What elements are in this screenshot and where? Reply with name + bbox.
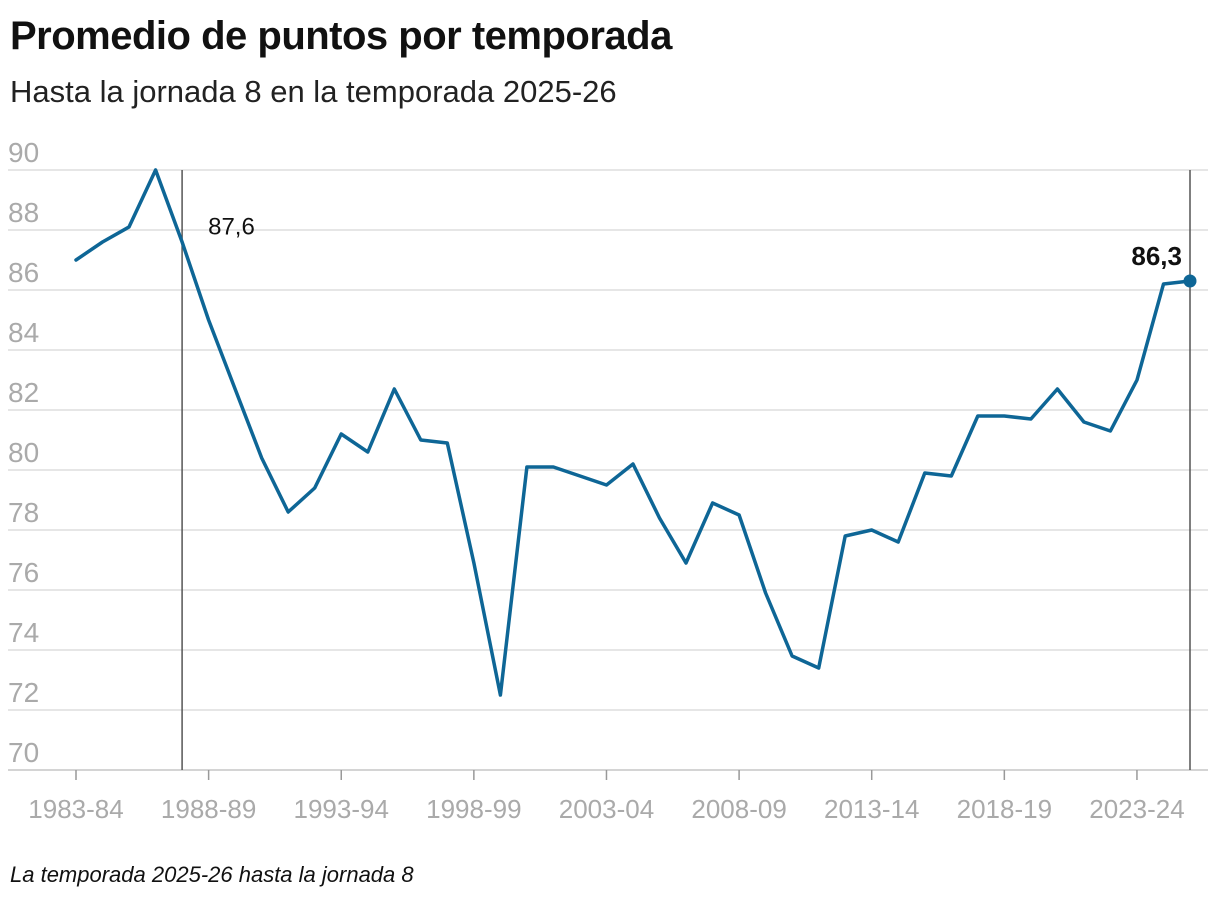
y-tick-label: 82 (8, 377, 39, 408)
y-tick-label: 78 (8, 497, 39, 528)
chart-title: Promedio de puntos por temporada (10, 14, 672, 58)
x-tick-label: 2013-14 (824, 794, 919, 824)
x-tick-label: 2003-04 (559, 794, 654, 824)
annotation-label: 87,6 (208, 214, 255, 241)
last-data-point (1183, 274, 1197, 288)
y-tick-label: 90 (8, 137, 39, 168)
y-tick-label: 80 (8, 437, 39, 468)
chart-subtitle: Hasta la jornada 8 en la temporada 2025-… (10, 74, 617, 109)
x-tick-label: 2018-19 (957, 794, 1052, 824)
y-tick-label: 70 (8, 737, 39, 768)
series-layer (74, 168, 1197, 697)
x-tick-label: 2023-24 (1089, 794, 1184, 824)
series-line (74, 168, 1192, 697)
y-tick-label: 86 (8, 257, 39, 288)
chart-note: La temporada 2025-26 hasta la jornada 8 (10, 862, 414, 887)
x-tick-label: 1998-99 (426, 794, 521, 824)
y-tick-label: 76 (8, 557, 39, 588)
y-tick-label: 74 (8, 617, 39, 648)
x-tick-label: 2008-09 (691, 794, 786, 824)
x-tick-label: 1993-94 (294, 794, 389, 824)
reference-lines (181, 170, 1191, 770)
annotations: 87,6 86,3 (208, 214, 1182, 272)
annotation-label: 86,3 (1131, 241, 1182, 271)
x-tick-label: 1988-89 (161, 794, 256, 824)
y-tick-label: 72 (8, 677, 39, 708)
x-tick-label: 1983-84 (28, 794, 123, 824)
y-axis: 90 88 86 84 82 80 78 76 74 72 70 (8, 137, 39, 768)
x-axis: 1983-84 1988-89 1993-94 1998-99 2003-04 2008-… (8, 769, 1208, 824)
y-tick-label: 84 (8, 317, 39, 348)
y-tick-label: 88 (8, 197, 39, 228)
